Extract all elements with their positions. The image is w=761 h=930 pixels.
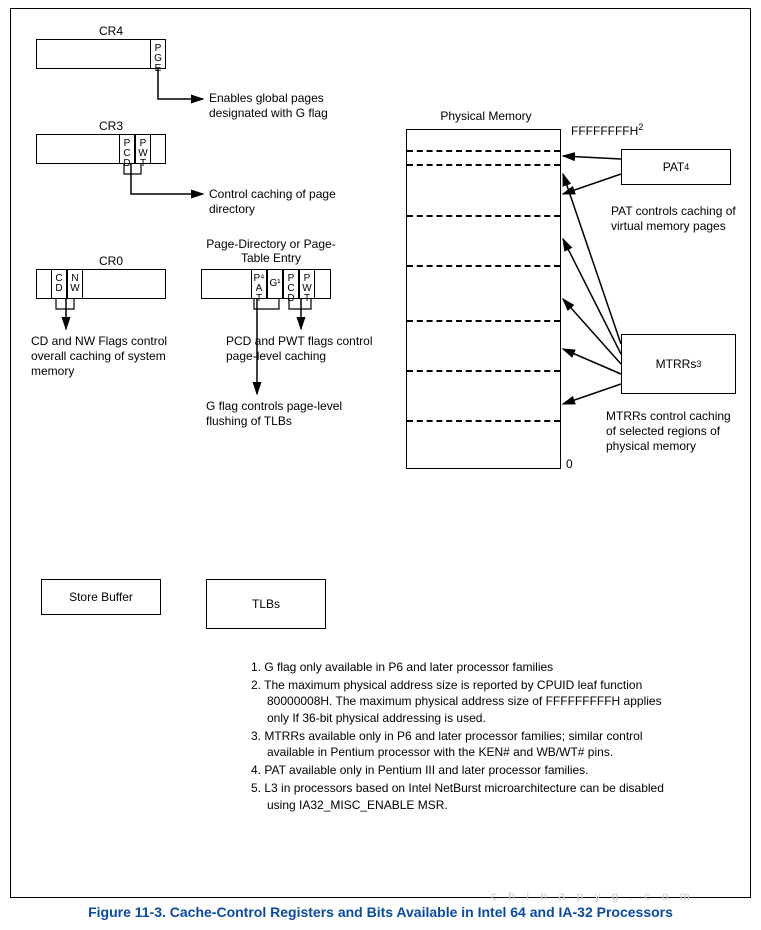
pm-region-2 [407, 215, 560, 217]
pm-region-4 [407, 320, 560, 322]
cr3-pcd-bit: P C D [119, 134, 135, 164]
note-4: 4. PAT available only in Pentium III and… [251, 762, 681, 778]
cr0-cd-bit: C D [51, 269, 67, 299]
notes-block: 1. G flag only available in P6 and later… [251, 659, 681, 815]
cr0-desc: CD and NW Flags control overall caching … [31, 334, 181, 379]
pm-region-5 [407, 370, 560, 372]
physical-memory-box [406, 129, 561, 469]
pm-zero: 0 [566, 457, 573, 471]
pm-region-1b [407, 164, 560, 166]
pm-region-1a [407, 150, 560, 152]
pat-desc: PAT controls caching of virtual memory p… [611, 204, 741, 234]
pte-label: Page-Directory or Page-Table Entry [201, 237, 341, 265]
note-3: 3. MTRRs available only in P6 and later … [251, 728, 681, 760]
pte-desc1: PCD and PWT flags control page-level cac… [226, 334, 376, 364]
pte-pat-bit: P⁴ A T [251, 269, 267, 299]
pm-top-addr: FFFFFFFFH2 [571, 122, 643, 138]
watermark: c h i n a p y g . c o m [491, 889, 694, 903]
pte-g-bit: G¹ [267, 269, 283, 299]
cr3-label: CR3 [71, 119, 151, 133]
pte-desc2: G flag controls page-level flushing of T… [206, 399, 356, 429]
pm-region-3 [407, 265, 560, 267]
cr0-label: CR0 [71, 254, 151, 268]
cr3-desc: Control caching of page directory [209, 187, 359, 217]
cr4-desc: Enables global pages designated with G f… [209, 91, 369, 121]
diagram-frame: CR4 P G E Enables global pages designate… [10, 8, 751, 898]
cr0-nw-bit: N W [67, 269, 83, 299]
cr4-pge-bit: P G E [150, 39, 166, 69]
store-buffer-box: Store Buffer [41, 579, 161, 615]
mtrr-desc: MTRRs control caching of selected region… [606, 409, 741, 454]
mtrr-box: MTRRs3 [621, 334, 736, 394]
pm-region-6 [407, 420, 560, 422]
cr4-register [36, 39, 166, 69]
note-5: 5. L3 in processors based on Intel NetBu… [251, 780, 681, 812]
pat-box: PAT4 [621, 149, 731, 185]
note-2: 2. The maximum physical address size is … [251, 677, 681, 726]
note-1: 1. G flag only available in P6 and later… [251, 659, 681, 675]
pte-pwt-bit: P W T [299, 269, 315, 299]
pm-label: Physical Memory [411, 109, 561, 123]
cr3-pwt-bit: P W T [135, 134, 151, 164]
pte-pcd-bit: P C D [283, 269, 299, 299]
tlbs-box: TLBs [206, 579, 326, 629]
cr4-label: CR4 [71, 24, 151, 38]
